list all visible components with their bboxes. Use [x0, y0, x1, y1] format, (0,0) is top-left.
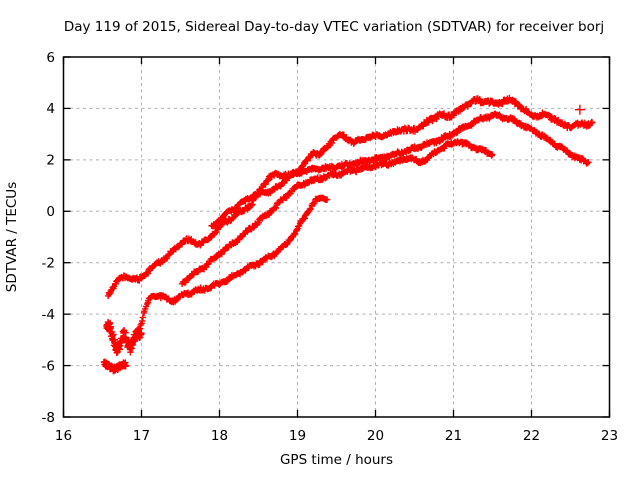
series-start-cluster: [103, 318, 145, 356]
y-tick-label: 4: [46, 101, 55, 117]
plot-border: [62, 56, 611, 418]
series-low-blob: [100, 358, 129, 375]
y-tick-label: -6: [42, 358, 55, 374]
y-axis-label: SDTVAR / TECUs: [4, 182, 20, 292]
chart-title: Day 119 of 2015, Sidereal Day-to-day VTE…: [64, 19, 604, 35]
x-tick-label: 18: [211, 428, 228, 444]
y-tick-label: 6: [46, 50, 55, 66]
x-tick-label: 23: [601, 428, 618, 444]
y-tick-label: 2: [46, 153, 55, 169]
x-tick-labels: 16 17 18 19 20 21 22 23: [55, 428, 618, 444]
y-tick-label: -2: [42, 256, 55, 272]
x-tick-label: 19: [289, 428, 306, 444]
x-tick-label: 21: [445, 428, 462, 444]
x-tick-label: 16: [55, 428, 72, 444]
series-arc-short-mid: [178, 138, 496, 287]
y-tick-labels: -8 -6 -4 -2 0 2 4 6: [42, 50, 55, 426]
x-tick-label: 17: [133, 428, 150, 444]
y-tick-label: -8: [42, 410, 55, 426]
x-tick-label: 20: [367, 428, 384, 444]
series-arc-long-top: [104, 94, 596, 300]
x-tick-label: 22: [523, 428, 540, 444]
y-tick-label: -4: [42, 307, 55, 323]
series-isolated-point: [574, 104, 585, 115]
x-axis-label: GPS time / hours: [280, 452, 393, 468]
y-tick-label: 0: [46, 204, 55, 220]
series-arc-long-bottom: [132, 194, 331, 340]
data-series-layer: [100, 94, 596, 375]
series-arc-second-band: [208, 110, 592, 230]
